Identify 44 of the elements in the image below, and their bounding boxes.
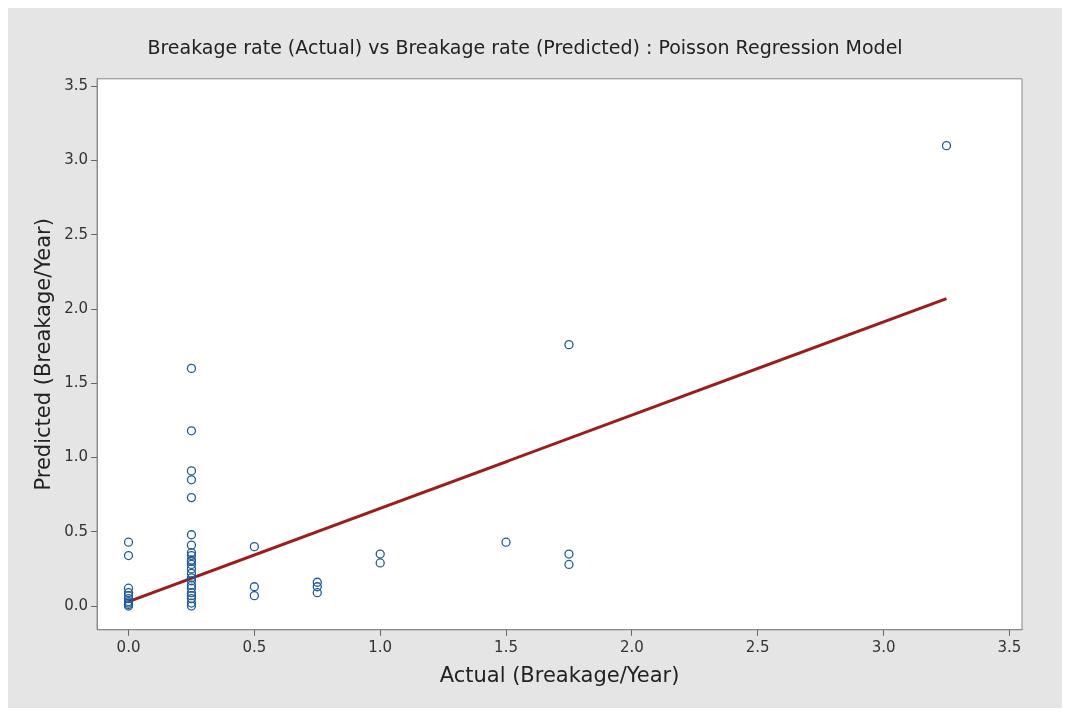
y-axis-title: Predicted (Breakage/Year) xyxy=(31,218,56,491)
point xyxy=(564,559,574,570)
point xyxy=(123,537,134,547)
point xyxy=(186,568,197,579)
point xyxy=(941,140,952,151)
y-tick-label: 1.5 xyxy=(64,373,89,392)
x-tick-label: 0.5 xyxy=(242,637,267,656)
x-tick-label: 2.5 xyxy=(745,637,770,656)
y-tick-label: 3.0 xyxy=(64,150,89,169)
y-tick-label: 0.0 xyxy=(64,595,89,614)
y-tick-label: 2.5 xyxy=(64,224,89,243)
point xyxy=(186,530,197,540)
point xyxy=(186,475,197,485)
x-tick-label: 3.0 xyxy=(871,637,896,656)
point xyxy=(312,582,322,592)
point xyxy=(186,564,197,574)
point xyxy=(186,426,197,436)
point xyxy=(564,549,574,559)
y-tick-label: 0.5 xyxy=(64,521,89,540)
x-tick-label: 3.5 xyxy=(997,637,1022,656)
point xyxy=(249,590,260,601)
chart-title: Breakage rate (Actual) vs Breakage rate (Predicted) : Poisson Regression Model xyxy=(147,36,903,59)
x-axis-title: Actual (Breakage/Year) xyxy=(439,662,680,687)
point xyxy=(123,583,134,593)
point xyxy=(375,549,385,559)
point xyxy=(249,582,260,592)
point xyxy=(186,466,197,476)
point xyxy=(501,537,511,547)
point xyxy=(123,550,134,561)
x-tick-label: 1.5 xyxy=(494,637,518,656)
point xyxy=(249,541,260,552)
y-tick-label: 1.0 xyxy=(64,447,89,466)
point xyxy=(186,492,197,503)
x-tick-label: 2.0 xyxy=(619,637,644,656)
point xyxy=(186,363,197,374)
x-tick-label: 1.0 xyxy=(368,637,393,656)
point xyxy=(375,558,385,568)
y-tick-label: 2.0 xyxy=(64,298,89,317)
point xyxy=(312,577,322,587)
x-tick-label: 0.0 xyxy=(116,637,141,656)
y-tick-label: 3.5 xyxy=(64,76,89,95)
point xyxy=(186,540,197,550)
point xyxy=(312,588,322,598)
point xyxy=(564,340,574,350)
